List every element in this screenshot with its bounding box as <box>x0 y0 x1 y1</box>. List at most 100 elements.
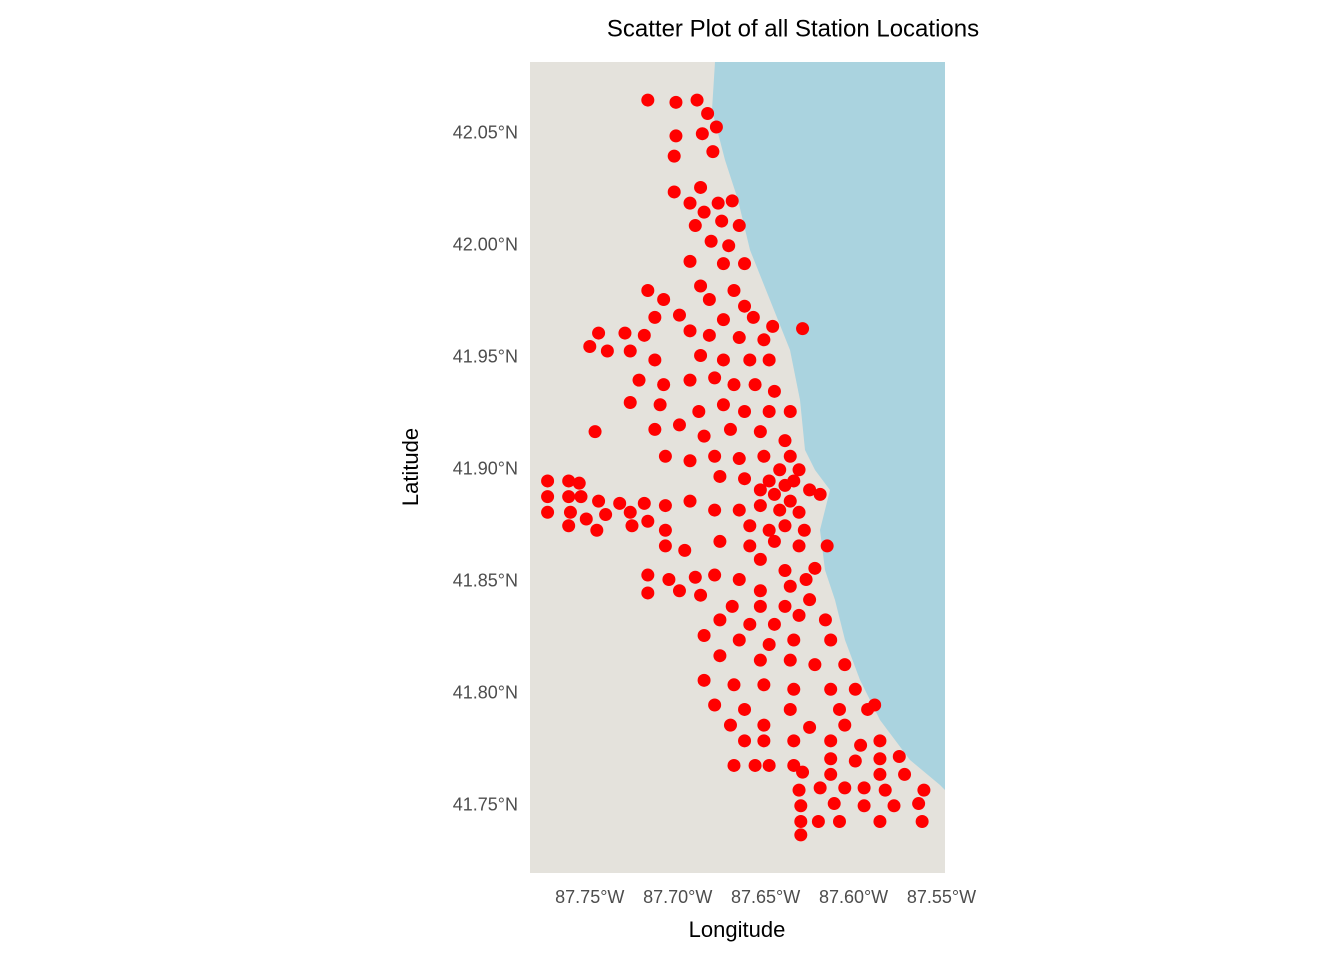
station-point <box>743 353 757 367</box>
station-point <box>746 310 760 324</box>
station-point <box>794 828 808 842</box>
station-point <box>783 449 797 463</box>
station-point <box>600 344 614 358</box>
station-point <box>753 653 767 667</box>
station-point <box>898 767 912 781</box>
station-point <box>648 422 662 436</box>
station-point <box>762 404 776 418</box>
station-point <box>767 487 781 501</box>
station-point <box>873 767 887 781</box>
station-point <box>766 319 780 333</box>
station-point <box>878 783 892 797</box>
y-tick-label: 41.90°N <box>453 458 518 478</box>
station-point <box>704 234 718 248</box>
station-point <box>773 503 787 517</box>
x-tick-label: 87.55°W <box>907 887 976 907</box>
station-point <box>716 398 730 412</box>
station-point <box>579 512 593 526</box>
station-point <box>738 404 752 418</box>
station-point <box>592 326 606 340</box>
station-point <box>702 292 716 306</box>
station-point <box>762 637 776 651</box>
station-point <box>648 310 662 324</box>
y-tick-label: 42.00°N <box>453 234 518 254</box>
station-point <box>743 617 757 631</box>
station-point <box>588 425 602 439</box>
station-point <box>757 734 771 748</box>
station-point <box>641 586 655 600</box>
station-point <box>715 214 729 228</box>
station-point <box>667 185 681 199</box>
station-point <box>592 494 606 508</box>
station-point <box>583 340 597 354</box>
y-tick-label: 41.80°N <box>453 683 518 703</box>
station-point <box>743 539 757 553</box>
station-point <box>625 519 639 533</box>
y-tick-label: 41.95°N <box>453 346 518 366</box>
station-point <box>917 783 931 797</box>
station-point <box>738 299 752 313</box>
station-point <box>857 781 871 795</box>
x-tick-label: 87.75°W <box>555 887 624 907</box>
station-point <box>697 429 711 443</box>
station-point <box>688 570 702 584</box>
station-point <box>683 324 697 338</box>
station-point <box>657 292 671 306</box>
station-point <box>808 561 822 575</box>
station-point <box>799 573 813 587</box>
station-point <box>832 814 846 828</box>
station-point <box>662 573 676 587</box>
station-point <box>694 348 708 362</box>
station-point <box>762 353 776 367</box>
station-point <box>787 474 801 488</box>
station-point <box>753 483 767 497</box>
station-point <box>697 673 711 687</box>
station-point <box>683 494 697 508</box>
station-point <box>541 474 555 488</box>
y-axis-label: Latitude <box>398 428 423 506</box>
station-point <box>838 658 852 672</box>
station-point <box>792 608 806 622</box>
station-point <box>732 452 746 466</box>
station-point <box>738 734 752 748</box>
station-point <box>723 718 737 732</box>
station-point <box>912 797 926 811</box>
station-point <box>708 698 722 712</box>
station-point <box>783 653 797 667</box>
station-point <box>873 734 887 748</box>
station-point <box>713 649 727 663</box>
station-point <box>824 734 838 748</box>
station-point <box>753 499 767 513</box>
station-point <box>653 398 667 412</box>
station-point <box>824 752 838 766</box>
station-point <box>757 333 771 347</box>
station-point <box>632 373 646 387</box>
station-point <box>657 378 671 392</box>
station-point <box>783 404 797 418</box>
y-tick-label: 41.85°N <box>453 571 518 591</box>
station-point <box>803 720 817 734</box>
station-point <box>873 752 887 766</box>
station-point <box>701 107 715 121</box>
station-point <box>672 308 686 322</box>
station-point <box>732 331 746 345</box>
station-point <box>692 404 706 418</box>
station-point <box>762 758 776 772</box>
station-point <box>658 449 672 463</box>
station-point <box>820 539 834 553</box>
station-point <box>599 508 613 522</box>
station-point <box>778 564 792 578</box>
station-point <box>738 472 752 486</box>
station-point <box>915 814 929 828</box>
station-point <box>732 573 746 587</box>
station-point <box>541 505 555 519</box>
station-point <box>683 373 697 387</box>
x-tick-label: 87.70°W <box>643 887 712 907</box>
station-point <box>778 519 792 533</box>
station-point <box>783 494 797 508</box>
station-point <box>848 682 862 696</box>
station-point <box>672 584 686 598</box>
station-point <box>623 396 637 410</box>
station-point <box>637 496 651 510</box>
station-point <box>792 463 806 477</box>
